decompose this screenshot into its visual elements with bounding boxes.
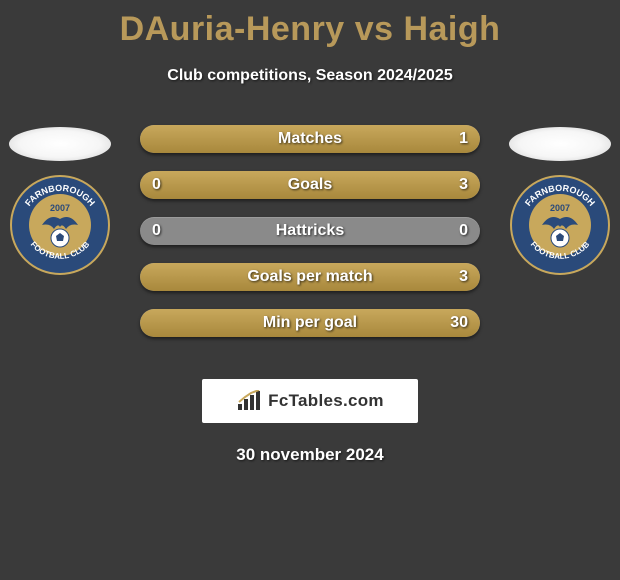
page-title: DAuria-Henry vs Haigh	[0, 0, 620, 49]
bar-value-right: 3	[447, 263, 480, 291]
title-left: DAuria-Henry	[120, 10, 345, 48]
bar-value-left: 0	[140, 171, 173, 199]
bar-value-left: 0	[140, 217, 173, 245]
bar-label: Goals per match	[140, 263, 480, 291]
title-vs: vs	[355, 10, 394, 48]
player-platform-left	[9, 127, 111, 161]
svg-text:2007: 2007	[50, 203, 70, 213]
bar-label: Min per goal	[140, 309, 480, 337]
title-right: Haigh	[403, 10, 500, 48]
stat-bar: Hattricks0 0	[140, 217, 480, 245]
stat-bar: Goals0 3	[140, 171, 480, 199]
club-badge-right: FARNBOROUGHFOOTBALL CLUB2007	[510, 175, 610, 275]
fctables-logo: FcTables.com	[202, 379, 418, 423]
bar-value-right: 3	[447, 171, 480, 199]
stat-bar: Min per goal30	[140, 309, 480, 337]
club-badge-left: FARNBOROUGHFOOTBALL CLUB2007	[10, 175, 110, 275]
svg-text:2007: 2007	[550, 203, 570, 213]
stat-bars: Matches1Goals03Hattricks00Goals per matc…	[140, 125, 480, 355]
footer-date: 30 november 2024	[0, 445, 620, 465]
subtitle: Club competitions, Season 2024/2025	[0, 67, 620, 85]
bar-value-right: 0	[447, 217, 480, 245]
bar-label: Goals	[140, 171, 480, 199]
bar-label: Hattricks	[140, 217, 480, 245]
bar-value-right: 30	[438, 309, 480, 337]
logo-text: FcTables.com	[268, 391, 384, 411]
comparison-stage: FARNBOROUGHFOOTBALL CLUB2007 FARNBOROUGH…	[0, 125, 620, 365]
bar-value-right: 1	[447, 125, 480, 153]
stat-bar: Goals per match3	[140, 263, 480, 291]
bar-label: Matches	[140, 125, 480, 153]
stat-bar: Matches1	[140, 125, 480, 153]
bars-icon	[236, 390, 262, 412]
player-platform-right	[509, 127, 611, 161]
